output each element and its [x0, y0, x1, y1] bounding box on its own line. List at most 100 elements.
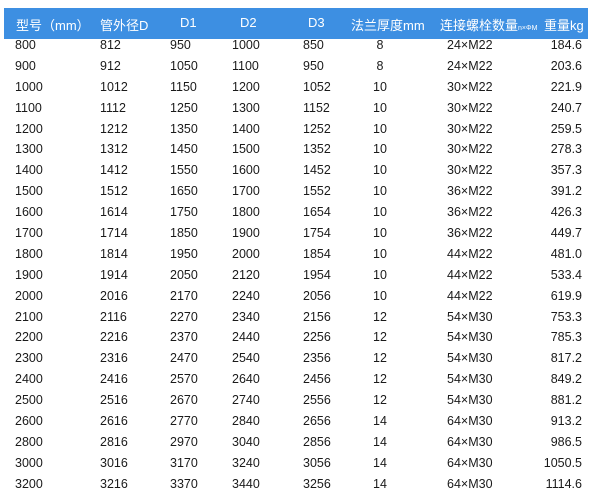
cell-bolts: 30×M22 — [447, 79, 493, 94]
cell-flange-thickness: 12 — [373, 330, 387, 345]
cell-d2: 1700 — [232, 184, 260, 199]
cell-bolts: 36×M22 — [447, 184, 493, 199]
cell-flange-thickness: 10 — [373, 79, 387, 94]
cell-d3: 2256 — [303, 330, 331, 345]
cell-d1: 1450 — [170, 142, 198, 157]
cell-bolts: 36×M22 — [447, 205, 493, 220]
cell-outer-diameter: 1312 — [100, 142, 128, 157]
header-d1: D1 — [180, 15, 197, 30]
cell-outer-diameter: 2616 — [100, 414, 128, 429]
cell-model: 1100 — [15, 100, 42, 115]
cell-d1: 1250 — [170, 100, 198, 115]
cell-d3: 1552 — [303, 184, 331, 199]
cell-d3: 3056 — [303, 455, 331, 470]
cell-flange-thickness: 8 — [376, 38, 384, 52]
cell-outer-diameter: 1412 — [100, 163, 128, 178]
cell-bolts: 44×M22 — [447, 246, 493, 261]
cell-model: 2200 — [15, 330, 43, 345]
cell-d2: 2120 — [232, 267, 260, 282]
cell-d2: 1600 — [232, 163, 260, 178]
cell-model: 1600 — [15, 205, 43, 220]
cell-d2: 3040 — [232, 434, 260, 449]
cell-weight: 391.2 — [550, 184, 582, 199]
cell-d2: 2840 — [232, 414, 260, 429]
cell-flange-thickness: 14 — [373, 434, 387, 449]
cell-outer-diameter: 1212 — [100, 121, 128, 136]
cell-weight: 1114.6 — [545, 476, 582, 491]
cell-outer-diameter: 1012 — [100, 79, 128, 94]
cell-bolts: 54×M30 — [447, 372, 493, 387]
cell-flange-thickness: 12 — [373, 309, 387, 324]
cell-weight: 481.0 — [550, 246, 582, 261]
cell-weight: 259.5 — [550, 121, 582, 136]
cell-outer-diameter: 2216 — [100, 330, 128, 345]
cell-d1: 1550 — [170, 163, 198, 178]
cell-weight: 753.3 — [550, 309, 582, 324]
cell-bolts: 24×M22 — [447, 58, 493, 73]
cell-outer-diameter: 1714 — [100, 226, 128, 241]
cell-d3: 1252 — [303, 121, 331, 136]
cell-d2: 2540 — [232, 351, 260, 366]
cell-d2: 1900 — [232, 226, 260, 241]
cell-model: 2400 — [15, 372, 43, 387]
cell-bolts: 64×M30 — [447, 434, 493, 449]
cell-d1: 950 — [170, 38, 191, 52]
cell-d3: 2556 — [303, 393, 331, 408]
cell-bolts: 30×M22 — [447, 163, 493, 178]
cell-d1: 1350 — [170, 121, 198, 136]
header-weight: 重量kg — [544, 18, 584, 33]
cell-model: 1800 — [15, 246, 43, 261]
cell-d2: 3440 — [232, 476, 260, 491]
cell-bolts: 64×M30 — [447, 414, 493, 429]
table-row: 2100 2116 2270 2340 2156 12 54×M30 753.3 — [0, 308, 600, 329]
cell-d3: 1654 — [303, 205, 331, 220]
cell-d3: 3256 — [303, 476, 331, 491]
cell-outer-diameter: 2416 — [100, 372, 128, 387]
cell-d1: 2670 — [170, 393, 198, 408]
table-row: 3200 3216 3370 3440 3256 14 64×M30 1114.6 — [0, 475, 600, 496]
cell-bolts: 36×M22 — [447, 226, 493, 241]
table-row: 2800 2816 2970 3040 2856 14 64×M30 986.5 — [0, 433, 600, 454]
cell-outer-diameter: 2516 — [100, 393, 128, 408]
table-row: 2600 2616 2770 2840 2656 14 64×M30 913.2 — [0, 412, 600, 433]
header-model: 型号（mm） — [16, 18, 90, 33]
cell-bolts: 44×M22 — [447, 288, 493, 303]
cell-flange-thickness: 12 — [373, 372, 387, 387]
cell-model: 3200 — [15, 476, 43, 491]
cell-d1: 1750 — [170, 205, 198, 220]
cell-bolts: 54×M30 — [447, 351, 493, 366]
cell-model: 3000 — [15, 455, 43, 470]
cell-weight: 240.7 — [550, 100, 582, 115]
cell-model: 900 — [15, 58, 36, 73]
cell-d1: 2970 — [170, 434, 198, 449]
cell-model: 2000 — [15, 288, 43, 303]
cell-weight: 986.5 — [550, 434, 582, 449]
table-row: 1600 1614 1750 1800 1654 10 36×M22 426.3 — [0, 203, 600, 224]
cell-d2: 1100 — [232, 58, 259, 73]
cell-model: 1900 — [15, 267, 43, 282]
cell-outer-diameter: 1512 — [100, 184, 128, 199]
cell-d1: 2570 — [170, 372, 198, 387]
cell-outer-diameter: 2016 — [100, 288, 128, 303]
cell-d3: 1152 — [303, 100, 330, 115]
cell-d1: 1150 — [170, 79, 197, 94]
cell-d2: 2000 — [232, 246, 260, 261]
cell-outer-diameter: 1614 — [100, 205, 128, 220]
header-bolts-label: 连接螺栓数量 — [440, 18, 519, 33]
cell-bolts: 44×M22 — [447, 267, 493, 282]
cell-model: 2500 — [15, 393, 43, 408]
table-row: 800 812 950 1000 850 8 24×M22 184.6 — [0, 36, 600, 57]
cell-d3: 2356 — [303, 351, 331, 366]
header-bolts: 连接螺栓数量n×ΦM — [440, 15, 537, 34]
table-row: 1500 1512 1650 1700 1552 10 36×M22 391.2 — [0, 182, 600, 203]
table-row: 1800 1814 1950 2000 1854 10 44×M22 481.0 — [0, 245, 600, 266]
cell-model: 1400 — [15, 163, 43, 178]
table-row: 900 912 1050 1100 950 8 24×M22 203.6 — [0, 57, 600, 78]
table-body: 800 812 950 1000 850 8 24×M22 184.6 900 912 1050 11… — [0, 36, 600, 496]
cell-model: 1700 — [15, 226, 43, 241]
table-row: 3000 3016 3170 3240 3056 14 64×M30 1050.5 — [0, 454, 600, 475]
table-row: 2300 2316 2470 2540 2356 12 54×M30 817.2 — [0, 349, 600, 370]
cell-flange-thickness: 12 — [373, 393, 387, 408]
cell-d3: 1954 — [303, 267, 331, 282]
cell-d2: 1200 — [232, 79, 260, 94]
